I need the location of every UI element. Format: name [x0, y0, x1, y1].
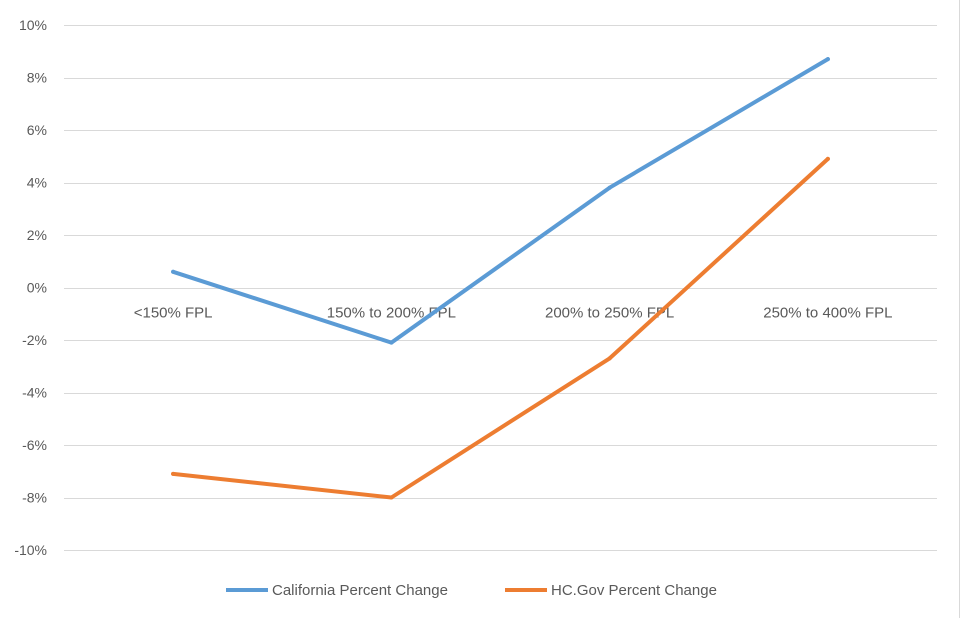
- legend: California Percent Change HC.Gov Percent …: [226, 582, 717, 599]
- y-tick-label: 0%: [27, 280, 47, 296]
- series-line-1: [171, 156, 830, 500]
- gridlines: [64, 25, 937, 551]
- y-tick-label: -8%: [22, 490, 47, 506]
- data-point: [825, 156, 830, 161]
- data-point: [825, 57, 830, 62]
- data-point: [171, 471, 176, 476]
- y-tick-label: 6%: [27, 122, 47, 138]
- data-point: [389, 340, 394, 345]
- data-point: [389, 495, 394, 500]
- x-tick-label: 250% to 400% FPL: [763, 305, 892, 322]
- y-tick-label: -6%: [22, 437, 47, 453]
- legend-label: HC.Gov Percent Change: [551, 582, 717, 599]
- x-tick-label: 150% to 200% FPL: [327, 305, 456, 322]
- series-lines: [171, 57, 830, 500]
- series-line-0: [171, 57, 830, 345]
- y-tick-label: 2%: [27, 227, 47, 243]
- y-tick-label: -2%: [22, 332, 47, 348]
- y-tick-label: 10%: [19, 17, 47, 33]
- data-point: [607, 356, 612, 361]
- x-tick-label: 200% to 250% FPL: [545, 305, 674, 322]
- y-tick-label: 4%: [27, 175, 47, 191]
- data-point: [607, 185, 612, 190]
- y-tick-label: 8%: [27, 70, 47, 86]
- x-tick-label: <150% FPL: [134, 305, 213, 322]
- data-point: [171, 269, 176, 274]
- y-axis-ticks: -10% -8% -6% -4% -2% 0% 2% 4% 6% 8% 10%: [14, 17, 47, 558]
- legend-label: California Percent Change: [272, 582, 448, 599]
- x-axis-ticks: <150% FPL 150% to 200% FPL 200% to 250% FP…: [134, 305, 893, 322]
- y-tick-label: -10%: [14, 542, 47, 558]
- y-tick-label: -4%: [22, 385, 47, 401]
